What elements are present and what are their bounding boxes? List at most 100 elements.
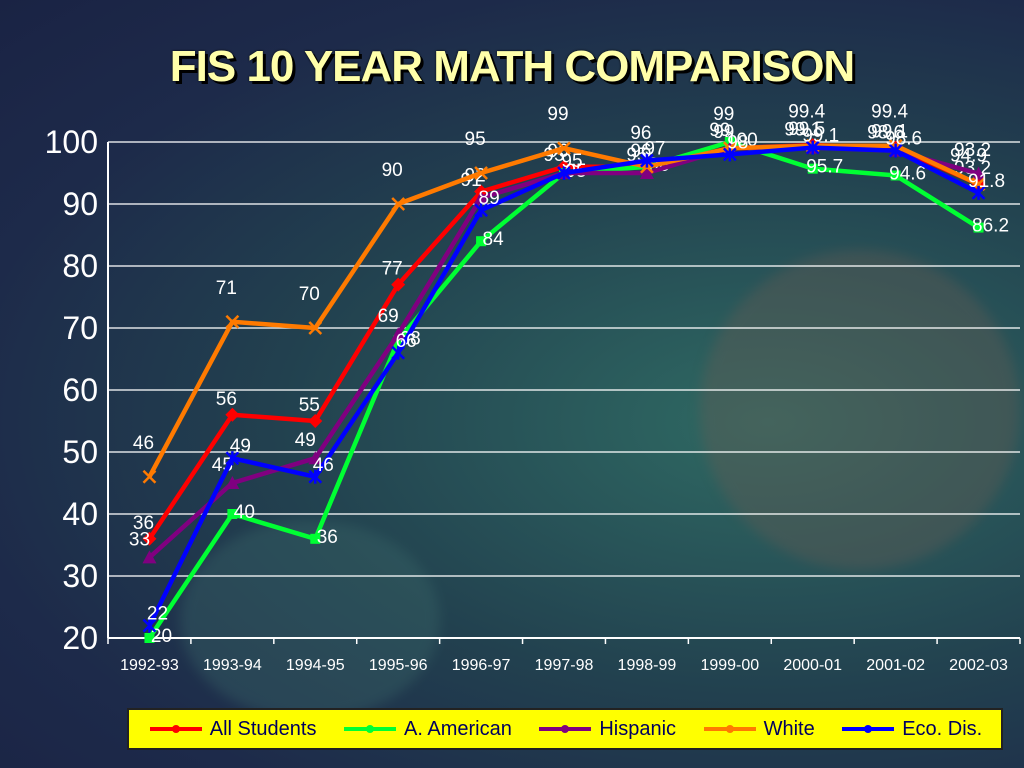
data-point-eco-dis bbox=[557, 166, 571, 180]
data-point-hispanic bbox=[391, 327, 406, 341]
legend-swatch-hispanic bbox=[539, 725, 592, 733]
data-point-eco-dis bbox=[391, 345, 406, 360]
data-label-a-american: 20 bbox=[151, 626, 172, 647]
x-tick-label: 1993-94 bbox=[203, 657, 262, 674]
x-tick-label: 2002-03 bbox=[949, 657, 1008, 674]
data-point-all-students bbox=[142, 531, 157, 546]
data-point-hispanic bbox=[474, 190, 489, 204]
data-point-eco-dis bbox=[722, 147, 737, 162]
data-label-a-american: 36 bbox=[317, 527, 338, 548]
data-point-a-american bbox=[144, 633, 155, 643]
data-label-hispanic: 49 bbox=[295, 430, 316, 451]
data-point-eco-dis bbox=[971, 185, 986, 200]
data-label-all-students: 77 bbox=[382, 259, 403, 280]
data-label-white: 99.4 bbox=[871, 102, 908, 123]
legend-item-eco-dis: Eco. Dis. bbox=[840, 718, 982, 741]
data-label-a-american: 86.2 bbox=[972, 216, 1009, 237]
data-label-a-american: 94.6 bbox=[889, 163, 926, 184]
data-point-hispanic bbox=[225, 476, 240, 489]
data-point-eco-dis bbox=[805, 140, 820, 155]
x-tick-label: 1995-96 bbox=[369, 657, 428, 674]
data-point-a-american bbox=[476, 236, 487, 247]
data-label-all-students: 55 bbox=[299, 395, 320, 416]
data-label-hispanic: 99 bbox=[709, 120, 730, 141]
x-tick-label: 1998-99 bbox=[618, 657, 677, 674]
x-tick-label: 1996-97 bbox=[452, 657, 511, 674]
data-label-white: 46 bbox=[133, 433, 154, 454]
data-point-a-american bbox=[310, 533, 321, 544]
x-tick-label: 1994-95 bbox=[286, 657, 345, 674]
y-tick-label: 70 bbox=[62, 310, 98, 346]
x-tick-label: 2000-01 bbox=[783, 657, 842, 674]
chart-title: FIS 10 YEAR MATH COMPARISON bbox=[169, 42, 855, 91]
legend-label: Eco. Dis. bbox=[902, 717, 983, 740]
data-label-eco-dis: 95 bbox=[561, 151, 582, 172]
data-point-white bbox=[308, 321, 323, 335]
legend-item-hispanic: Hispanic bbox=[537, 718, 676, 741]
data-label-white: 96 bbox=[630, 123, 651, 144]
data-label-hispanic: 99.1 bbox=[784, 120, 821, 141]
data-label-white: 70 bbox=[299, 284, 320, 305]
series-line-eco-dis bbox=[147, 145, 980, 627]
data-point-a-american bbox=[890, 170, 901, 181]
data-point-all-students bbox=[308, 414, 323, 428]
data-label-white: 99 bbox=[713, 104, 734, 125]
data-label-all-students: 36 bbox=[133, 513, 154, 534]
legend-label: A. American bbox=[404, 717, 512, 740]
legend-item-a-american: A. American bbox=[342, 718, 512, 741]
data-label-eco-dis: 98.6 bbox=[885, 129, 922, 150]
data-point-hispanic bbox=[971, 166, 986, 180]
y-tick-label: 50 bbox=[62, 434, 98, 470]
data-label-white: 99.4 bbox=[788, 102, 825, 123]
data-label-hispanic: 98.6 bbox=[867, 123, 904, 144]
data-point-eco-dis bbox=[142, 618, 157, 633]
data-point-a-american bbox=[807, 163, 818, 174]
data-point-eco-dis bbox=[474, 203, 488, 218]
data-label-eco-dis: 66 bbox=[396, 331, 417, 352]
y-tick-label: 100 bbox=[45, 124, 98, 160]
legend-swatch-white bbox=[703, 725, 756, 733]
data-label-eco-dis: 22 bbox=[147, 604, 168, 625]
series-line-white bbox=[147, 143, 980, 478]
data-point-a-american bbox=[973, 222, 984, 233]
data-label-white: 95 bbox=[465, 129, 486, 150]
legend-item-all-students: All Students bbox=[148, 717, 317, 741]
data-label-a-american: 95.7 bbox=[806, 157, 843, 178]
data-point-eco-dis bbox=[888, 143, 903, 158]
data-point-white bbox=[474, 166, 488, 180]
data-point-a-american bbox=[393, 335, 404, 346]
data-label-white: 99 bbox=[547, 104, 568, 125]
data-label-all-students: 99.5 bbox=[788, 119, 825, 140]
data-label-eco-dis: 99.1 bbox=[802, 126, 839, 147]
y-tick-label: 80 bbox=[62, 248, 98, 284]
data-point-a-american bbox=[227, 509, 238, 519]
legend-swatch-a-american bbox=[344, 725, 396, 733]
legend-swatch-eco-dis bbox=[842, 725, 895, 733]
y-tick-label: 90 bbox=[62, 186, 98, 222]
legend-swatch-marker bbox=[366, 725, 374, 733]
y-tick-label: 30 bbox=[62, 558, 98, 594]
legend-label: White bbox=[763, 717, 815, 740]
data-point-hispanic bbox=[142, 550, 157, 564]
data-point-white bbox=[142, 469, 157, 484]
data-label-a-american: 84 bbox=[483, 229, 505, 250]
legend-label: All Students bbox=[209, 717, 317, 740]
x-tick-label: 1992-93 bbox=[120, 657, 179, 674]
data-label-eco-dis: 98 bbox=[727, 132, 748, 153]
legend-label: Hispanic bbox=[599, 717, 677, 740]
data-point-hispanic bbox=[308, 451, 323, 465]
y-tick-label: 40 bbox=[62, 496, 98, 532]
data-label-white: 93.2 bbox=[954, 140, 991, 161]
data-label-white: 71 bbox=[216, 278, 237, 299]
legend-swatch-marker bbox=[171, 725, 180, 733]
data-label-eco-dis: 97 bbox=[644, 139, 665, 160]
legend-item-white: White bbox=[702, 718, 815, 741]
data-point-eco-dis bbox=[640, 153, 654, 168]
legend-swatch-marker bbox=[725, 725, 734, 733]
data-point-eco-dis bbox=[308, 469, 323, 484]
data-label-all-students: 99.1 bbox=[871, 122, 908, 143]
data-label-eco-dis: 49 bbox=[230, 436, 251, 457]
legend-swatch-marker bbox=[561, 725, 570, 733]
x-tick-label: 2001-02 bbox=[866, 657, 925, 674]
line-chart: 20 30 40 50 60 70 80 90 100 1992-93 1993-94 1994-95… bbox=[45, 102, 1009, 674]
